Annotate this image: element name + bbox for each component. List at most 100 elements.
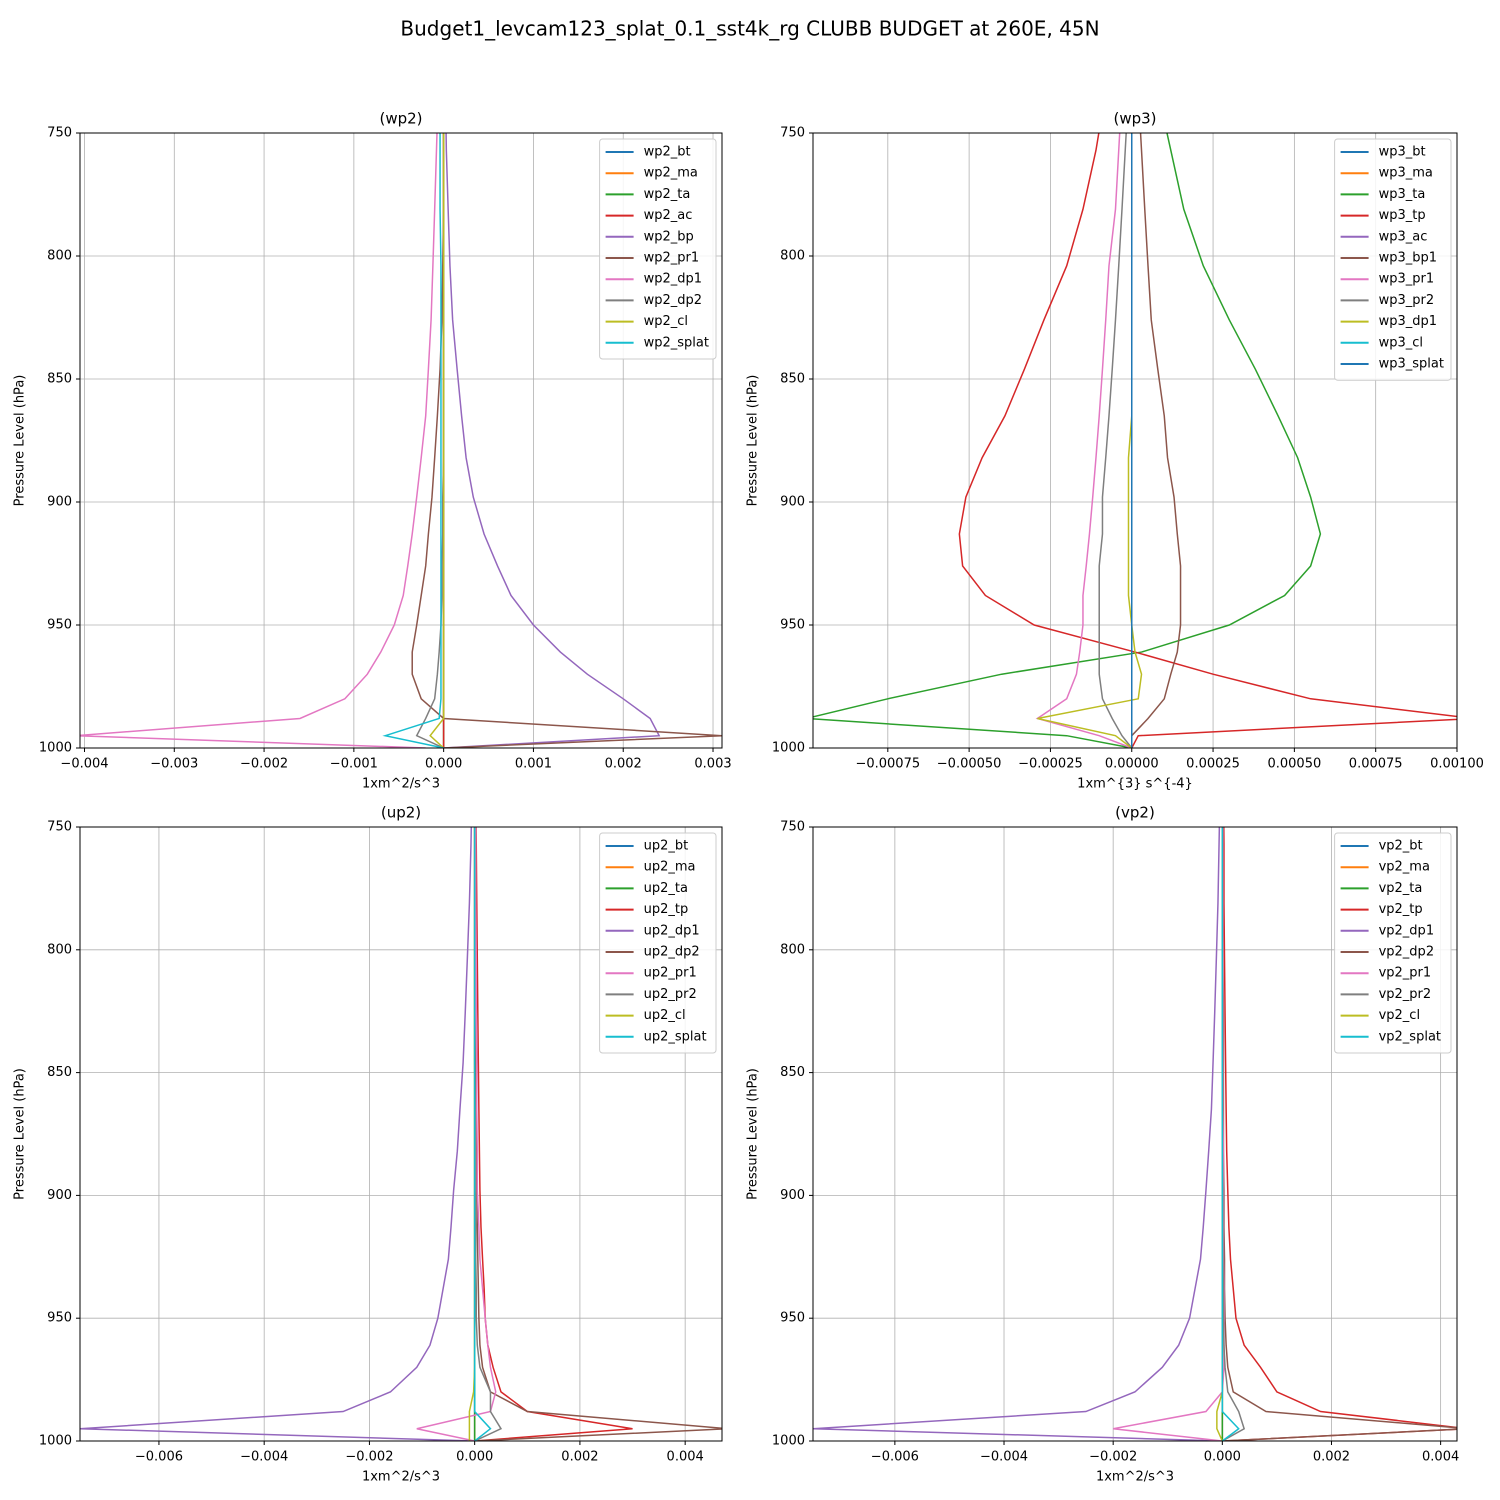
y-tick-label: 900 [47,495,72,510]
series-line [411,133,722,748]
axes-frame [812,826,1458,1442]
series-line [474,827,633,1441]
y-tick-label: 750 [47,126,72,141]
x-tick-label: 0.004 [667,1450,704,1465]
y-tick-label: 900 [780,1188,805,1203]
x-tick-label: −0.006 [871,1450,919,1465]
legend-label: wp3_cl [1379,335,1423,350]
series-line [813,133,1322,748]
series-line [1113,827,1225,1441]
legend-label: wp3_pr1 [1379,272,1435,287]
y-tick-label: 1000 [39,741,72,756]
y-tick-label: 1000 [772,1434,805,1449]
series-line [382,133,444,748]
series-line [1222,827,1457,1441]
legend-label: wp3_ma [1379,166,1433,181]
legend-label: vp2_bt [1379,839,1423,854]
y-tick-label: 950 [780,618,805,633]
x-tick-label: −0.004 [980,1450,1028,1465]
series-line [813,827,1223,1441]
x-tick-label: 0.00075 [1349,757,1403,772]
x-tick-label: 0.001 [515,757,552,772]
series-line [1131,133,1182,748]
series-line [1221,827,1240,1441]
series-line [1098,133,1133,748]
x-tick-label: 0.000 [1204,1450,1241,1465]
axes-frame [79,826,723,1442]
legend-label: wp3_splat [1379,357,1444,372]
y-tick-label: 750 [780,126,805,141]
plot-lines [813,133,1457,748]
axes-frame [79,132,723,749]
x-tick-label: 0.002 [1313,1450,1350,1465]
legend-label: wp2_ta [644,187,691,202]
series-line [1035,133,1133,748]
y-tick-label: 900 [780,495,805,510]
series-line [443,133,661,748]
series-line [80,827,475,1441]
legend-label: vp2_ma [1379,860,1430,875]
series-line [958,133,1457,748]
y-tick-label: 800 [47,249,72,264]
legend-label: vp2_ta [1379,881,1423,896]
x-axis-label: 1xm^{3} s^{-4} [1077,777,1193,792]
legend-label: wp3_ta [1379,187,1426,202]
legend-label: wp2_ac [644,208,693,223]
y-axis-label: Pressure Level (hPa) [13,375,28,507]
x-tick-label: 0.000 [425,757,462,772]
legend-box [1334,138,1452,381]
legend-label: up2_bt [644,839,689,854]
x-tick-label: 0.002 [561,1450,598,1465]
legend-label: vp2_pr2 [1379,987,1432,1002]
plot-lines [80,133,722,748]
chart-title: (vp2) [1115,804,1155,822]
figure-title: Budget1_levcam123_splat_0.1_sst4k_rg CLU… [400,17,1099,41]
x-tick-label: −0.006 [135,1450,183,1465]
legend-label: wp2_bp [644,229,694,244]
x-axis-label: 1xm^2/s^3 [1096,1470,1174,1485]
legend-label: up2_pr2 [644,987,697,1002]
legend-label: vp2_dp1 [1379,923,1435,938]
chart-title: (wp3) [1113,110,1156,128]
x-tick-label: 0.002 [605,757,642,772]
legend-label: wp2_ma [644,166,698,181]
legend-label: wp3_bt [1379,145,1426,160]
x-tick-label: 0.003 [694,757,731,772]
legend-label: wp2_pr1 [644,251,700,266]
y-tick-label: 800 [780,942,805,957]
series-line [429,133,445,748]
legend-label: up2_splat [644,1029,707,1044]
y-axis-label: Pressure Level (hPa) [13,1068,28,1200]
legend-label: wp3_pr2 [1379,293,1435,308]
legend-label: wp3_dp1 [1379,314,1437,329]
legend-label: wp3_bp1 [1379,251,1437,266]
legend-label: wp2_dp1 [644,272,702,287]
y-tick-label: 850 [47,1065,72,1080]
chart-title: (wp2) [379,110,422,128]
x-tick-label: −0.002 [1089,1450,1137,1465]
plot-lines [80,827,722,1441]
legend-label: wp3_ac [1379,229,1428,244]
legend-label: vp2_cl [1379,1008,1420,1023]
y-tick-label: 850 [47,372,72,387]
legend-label: up2_ma [644,860,696,875]
y-tick-label: 1000 [39,1434,72,1449]
y-tick-label: 850 [780,372,805,387]
x-tick-label: −0.001 [330,757,378,772]
y-axis-label: Pressure Level (hPa) [746,1068,761,1200]
legend-label: vp2_splat [1379,1029,1441,1044]
legend-label: vp2_tp [1379,902,1423,917]
x-tick-label: 0.004 [1422,1450,1459,1465]
legend-label: wp2_dp2 [644,293,702,308]
legend-label: up2_dp2 [644,945,700,960]
legend-label: wp3_tp [1379,208,1426,223]
x-tick-label: −0.00050 [937,757,1002,772]
x-tick-label: −0.002 [240,757,288,772]
x-tick-label: −0.00075 [855,757,920,772]
axes-frame [812,132,1458,749]
series-line [416,827,497,1441]
x-tick-label: −0.00025 [1018,757,1083,772]
series-line [80,133,438,748]
legend-label: wp2_splat [644,335,709,350]
